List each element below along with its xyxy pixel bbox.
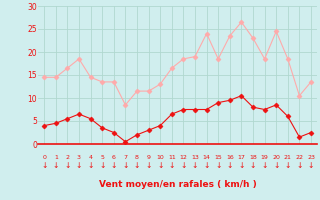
Text: ↓: ↓ xyxy=(134,161,140,170)
Text: ↓: ↓ xyxy=(76,161,82,170)
Text: ↓: ↓ xyxy=(204,161,210,170)
Text: ↓: ↓ xyxy=(227,161,233,170)
Text: ↓: ↓ xyxy=(296,161,303,170)
Text: ↓: ↓ xyxy=(99,161,105,170)
Text: ↓: ↓ xyxy=(145,161,152,170)
Text: ↓: ↓ xyxy=(215,161,221,170)
Text: ↓: ↓ xyxy=(111,161,117,170)
Text: ↓: ↓ xyxy=(64,161,71,170)
Text: ↓: ↓ xyxy=(41,161,47,170)
X-axis label: Vent moyen/en rafales ( km/h ): Vent moyen/en rafales ( km/h ) xyxy=(99,180,256,189)
Text: ↓: ↓ xyxy=(284,161,291,170)
Text: ↓: ↓ xyxy=(261,161,268,170)
Text: ↓: ↓ xyxy=(308,161,314,170)
Text: ↓: ↓ xyxy=(238,161,244,170)
Text: ↓: ↓ xyxy=(157,161,164,170)
Text: ↓: ↓ xyxy=(52,161,59,170)
Text: ↓: ↓ xyxy=(122,161,129,170)
Text: ↓: ↓ xyxy=(273,161,279,170)
Text: ↓: ↓ xyxy=(250,161,256,170)
Text: ↓: ↓ xyxy=(180,161,187,170)
Text: ↓: ↓ xyxy=(169,161,175,170)
Text: ↓: ↓ xyxy=(192,161,198,170)
Text: ↓: ↓ xyxy=(87,161,94,170)
